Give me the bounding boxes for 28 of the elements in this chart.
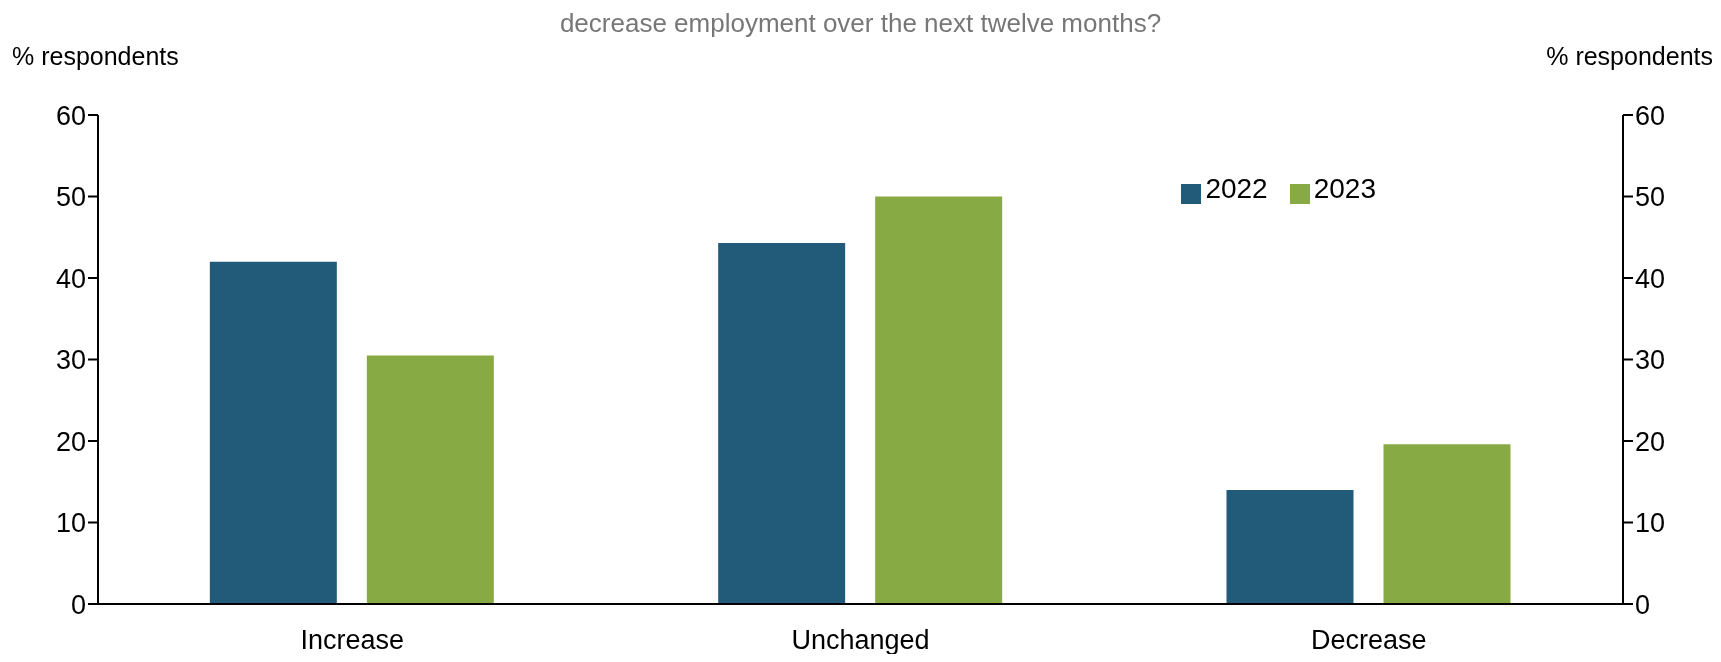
y2-axis-title: % respondents (1546, 42, 1713, 71)
x-tick-label: Decrease (1311, 625, 1427, 656)
y2-tick-label: 60 (1635, 100, 1666, 131)
x-tick-label: Increase (300, 625, 404, 656)
bar (366, 355, 494, 604)
y-tick-label: 0 (70, 589, 86, 620)
y2-tick-label: 50 (1635, 182, 1666, 213)
bar (1226, 489, 1354, 604)
y2-tick-label: 40 (1635, 263, 1666, 294)
y-axis-title: % respondents (12, 42, 179, 71)
y-tick-label: 40 (55, 263, 86, 294)
legend-label: 2022 (1205, 173, 1268, 204)
bar (875, 196, 1003, 604)
y2-tick-label: 30 (1635, 345, 1666, 376)
bar (209, 261, 337, 604)
y2-tick-label: 10 (1635, 508, 1666, 539)
y-tick-label: 60 (55, 100, 86, 131)
y-tick-label: 20 (55, 426, 86, 457)
bar (718, 242, 846, 604)
legend-label: 2023 (1313, 173, 1376, 204)
y2-tick-label: 20 (1635, 426, 1666, 457)
bar (1383, 444, 1511, 604)
y-tick-label: 50 (55, 182, 86, 213)
y-tick-label: 10 (55, 508, 86, 539)
chart-title: decrease employment over the next twelve months? (558, 8, 1163, 39)
y-tick-label: 30 (55, 345, 86, 376)
x-tick-label: Unchanged (791, 625, 930, 656)
y2-tick-label: 0 (1635, 589, 1651, 620)
